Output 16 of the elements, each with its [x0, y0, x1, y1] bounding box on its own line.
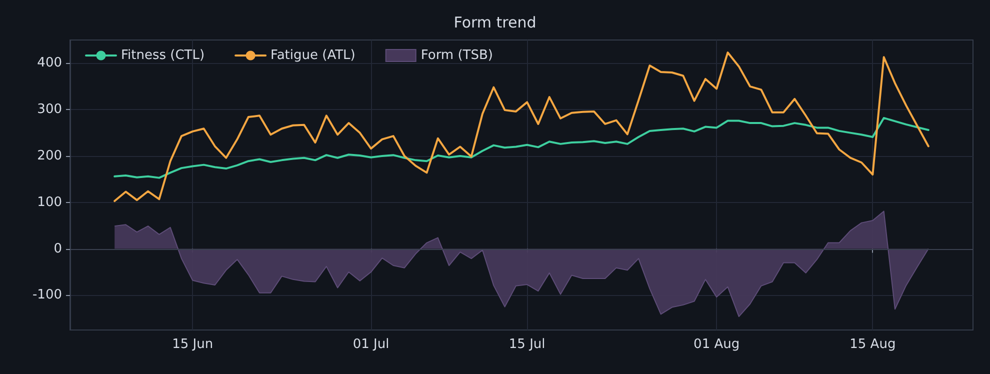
legend-label: Form (TSB) [420, 48, 493, 63]
legend-label: Fatigue (ATL) [270, 48, 356, 63]
y-tick-label: 400 [37, 56, 62, 71]
legend-label: Fitness (CTL) [121, 48, 205, 63]
y-tick-label: 0 [54, 241, 62, 256]
line-series [114, 116, 930, 179]
y-tick-label: -100 [32, 288, 62, 303]
chart-title: Form trend [454, 14, 536, 32]
x-tick-label: 01 Jul [352, 337, 390, 352]
x-tick-label: 15 Jun [172, 337, 214, 352]
x-tick-label: 15 Jul [508, 337, 546, 352]
y-tick-label: 300 [37, 102, 62, 118]
x-tick-label: 01 Aug [694, 337, 740, 352]
y-tick-label: 100 [37, 194, 62, 210]
y-tick-label: 200 [37, 148, 62, 164]
x-tick-label: 15 Aug [850, 337, 896, 352]
